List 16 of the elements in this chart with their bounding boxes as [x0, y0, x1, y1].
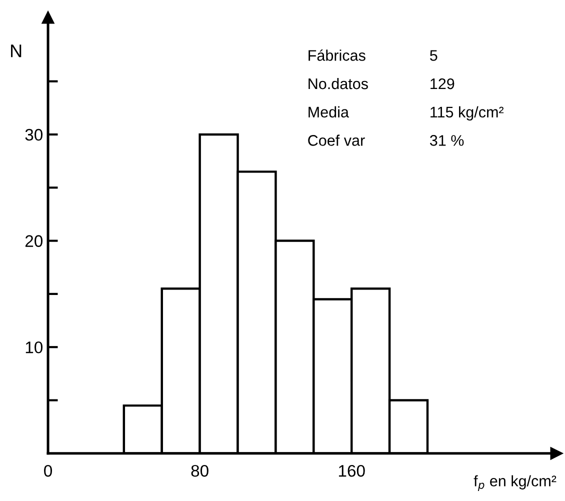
y-tick-label: 30 [25, 128, 43, 141]
x-tick-label: 0 [44, 464, 52, 477]
x-axis-title: f$_{p}$ en kg/cm² [474, 475, 556, 491]
y-tick-label: 20 [25, 235, 43, 247]
x-tick-label: 80 [191, 464, 208, 477]
annotation: Coef var [308, 134, 365, 146]
annotation: Fábricas [308, 49, 366, 61]
x-tick-label: 160 [338, 464, 365, 477]
y-axis-title: N [11, 44, 22, 58]
annotation: No.datos [308, 78, 368, 90]
annotation: Media [308, 106, 349, 118]
y-tick-label: 10 [26, 341, 43, 354]
annotation: 129 [430, 78, 454, 90]
annotation: 115 kg/cm² [430, 106, 504, 121]
annotation: 5 [430, 50, 438, 61]
annotation: 31 % [430, 135, 464, 146]
